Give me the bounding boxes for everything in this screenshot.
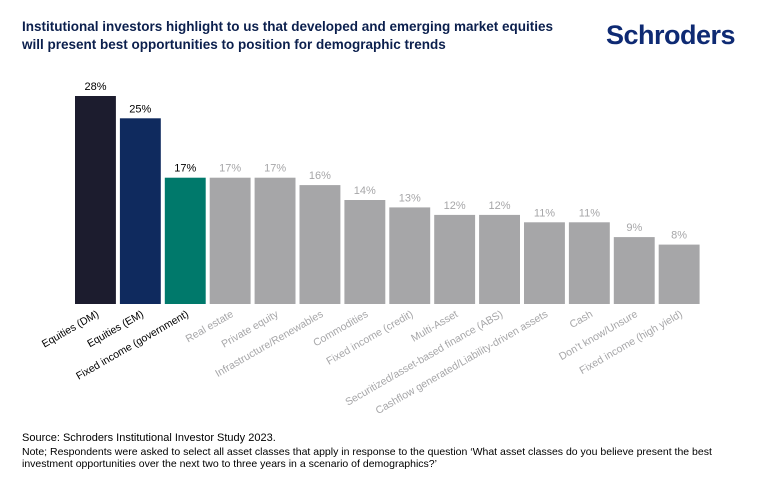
category-label: Cash	[568, 308, 595, 331]
data-label: 11%	[579, 207, 600, 219]
data-label: 12%	[444, 200, 466, 212]
bar	[119, 118, 161, 304]
bar	[209, 177, 251, 304]
data-label: 9%	[626, 222, 642, 234]
data-label: 28%	[84, 81, 106, 93]
bar	[389, 207, 431, 304]
source-text: Source: Schroders Institutional Investor…	[22, 432, 276, 444]
note-text: Note; Respondents were asked to select a…	[22, 446, 712, 470]
category-label: Fixed income (credit)	[324, 308, 415, 367]
bar	[254, 177, 296, 304]
bar	[613, 237, 655, 304]
bar	[344, 200, 386, 304]
bar	[434, 214, 476, 304]
title-line-1: Institutional investors highlight to us …	[22, 19, 554, 34]
bar	[568, 222, 610, 304]
data-label: 11%	[534, 207, 555, 219]
bar	[479, 214, 520, 304]
data-label: 25%	[129, 103, 151, 115]
bar-chart: 28%Equities (DM)25%Equities (EM)17%Fixed…	[40, 81, 700, 417]
schroders-logo: Schroders	[606, 20, 736, 50]
data-label: 17%	[174, 163, 196, 175]
data-label: 12%	[488, 200, 510, 212]
chart-title: Institutional investors highlight to us …	[22, 18, 582, 54]
bar	[658, 244, 700, 304]
data-label: 17%	[219, 163, 241, 175]
bar	[524, 222, 565, 304]
bar	[75, 96, 116, 304]
data-label: 14%	[354, 185, 376, 197]
data-label: 16%	[309, 170, 331, 182]
title-line-2: will present best opportunities to posit…	[22, 37, 446, 52]
data-label: 8%	[671, 230, 687, 242]
data-label: 17%	[264, 163, 286, 175]
bar	[164, 177, 206, 304]
bar	[299, 185, 341, 304]
data-label: 13%	[399, 192, 421, 204]
